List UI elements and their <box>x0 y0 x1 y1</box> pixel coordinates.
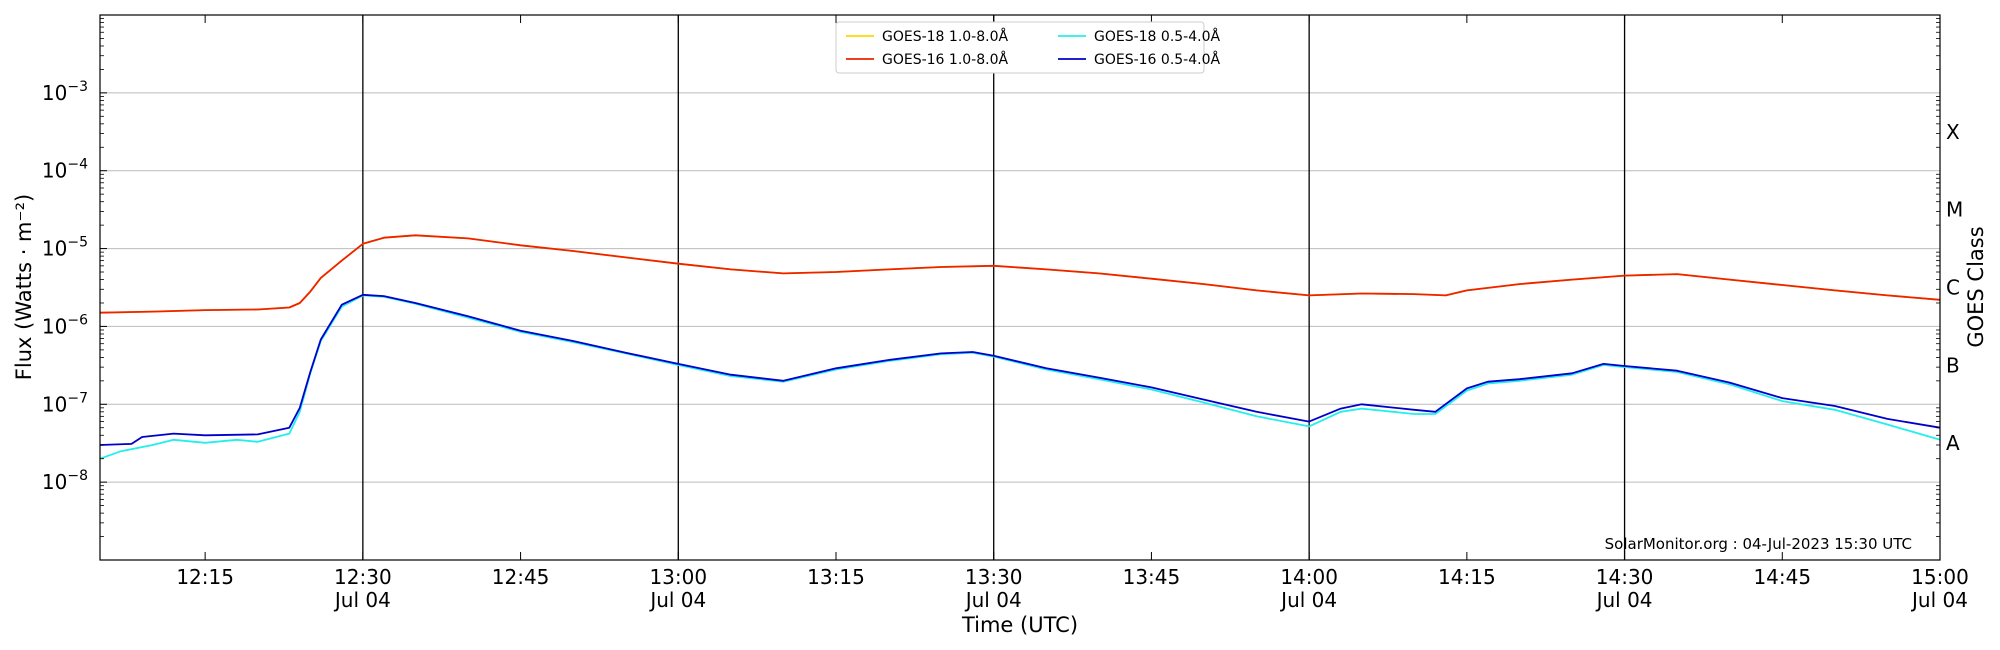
y-tick-label: 10−4 <box>42 157 88 183</box>
x-tick-label: 14:30 <box>1596 565 1654 589</box>
y-axis-title: Flux (Watts · m⁻²) <box>12 194 36 380</box>
y-tick-exponent: −8 <box>67 468 88 484</box>
y-tick-label: 10−8 <box>42 468 88 494</box>
x-tick-label: 14:00 <box>1280 565 1338 589</box>
y-tick-base: 10 <box>42 237 67 261</box>
y-tick-label: 10−3 <box>42 79 88 105</box>
goes-class-label: X <box>1946 120 1960 144</box>
x-tick-date-label: Jul 04 <box>1279 588 1337 612</box>
x-tick-label: 13:15 <box>807 565 865 589</box>
y-tick-exponent: −6 <box>67 312 88 328</box>
y-tick-exponent: −4 <box>67 157 88 173</box>
y-tick-base: 10 <box>42 470 67 494</box>
x-tick-label: 12:45 <box>492 565 550 589</box>
series-line-2 <box>99 294 1941 460</box>
x-tick-date-label: Jul 04 <box>964 588 1022 612</box>
y-tick-base: 10 <box>42 159 67 183</box>
y-tick-exponent: −3 <box>67 79 88 95</box>
watermark: SolarMonitor.org : 04-Jul-2023 15:30 UTC <box>1605 535 1912 553</box>
x-tick-date-label: Jul 04 <box>648 588 706 612</box>
legend-label: GOES-16 0.5-4.0Å <box>1094 51 1220 68</box>
x-tick-label: 14:15 <box>1438 565 1496 589</box>
y-tick-label: 10−7 <box>42 390 88 416</box>
y-tick-base: 10 <box>42 392 67 416</box>
goes-class-label: C <box>1946 276 1960 300</box>
series-line-1 <box>99 234 1941 314</box>
x-tick-label: 14:45 <box>1753 565 1811 589</box>
goes-class-label: B <box>1946 353 1960 377</box>
day-marker-lines <box>362 15 1626 560</box>
goes-class-label: M <box>1946 198 1963 222</box>
legend-label: GOES-18 0.5-4.0Å <box>1094 28 1220 45</box>
legend-box <box>835 21 1205 74</box>
x-tick-label: 13:00 <box>649 565 707 589</box>
legend-label: GOES-16 1.0-8.0Å <box>882 51 1008 68</box>
y-axis-ticks: 10−310−410−510−610−710−8 <box>42 18 1940 537</box>
goes-class-labels: X M C B A <box>1946 120 1963 455</box>
legend-label: GOES-18 1.0-8.0Å <box>882 28 1008 45</box>
y-tick-exponent: −5 <box>67 235 88 251</box>
y-tick-base: 10 <box>42 314 67 338</box>
x-tick-label: 15:00 <box>1911 565 1969 589</box>
y-tick-label: 10−5 <box>42 235 88 261</box>
goes-class-axis-title: GOES Class <box>1964 226 1988 347</box>
grid <box>100 92 1940 483</box>
x-tick-date-label: Jul 04 <box>333 588 391 612</box>
x-tick-label: 13:30 <box>965 565 1023 589</box>
goes-class-label: A <box>1946 431 1960 455</box>
x-tick-label: 12:15 <box>176 565 234 589</box>
y-tick-label: 10−6 <box>42 312 88 338</box>
series-lines <box>99 234 1941 460</box>
y-tick-exponent: −7 <box>67 390 88 406</box>
series-line-3 <box>99 293 1941 446</box>
x-tick-label: 12:30 <box>334 565 392 589</box>
legend: GOES-18 1.0-8.0Å GOES-16 1.0-8.0Å GOES-18 … <box>835 21 1220 74</box>
x-axis-title: Time (UTC) <box>961 613 1078 637</box>
y-tick-base: 10 <box>42 81 67 105</box>
plot-frame <box>99 14 1941 561</box>
x-tick-date-label: Jul 04 <box>1595 588 1653 612</box>
x-tick-label: 13:45 <box>1123 565 1181 589</box>
x-tick-date-label: Jul 04 <box>1910 588 1968 612</box>
